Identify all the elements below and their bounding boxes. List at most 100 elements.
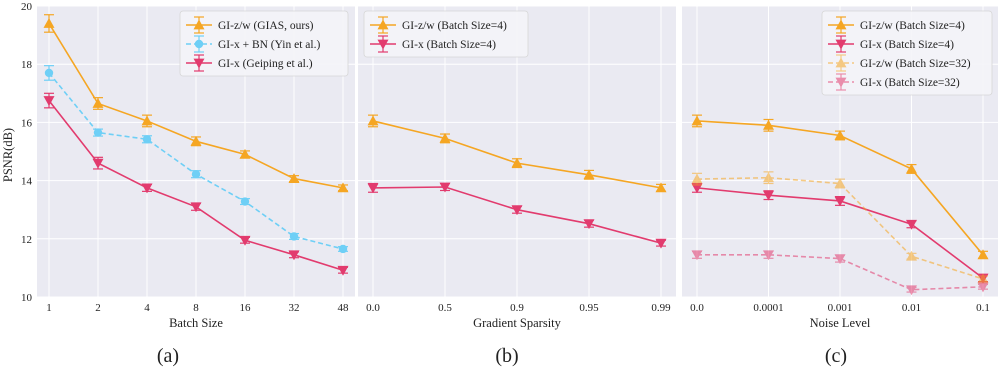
data-point: [763, 190, 774, 201]
data-point: [190, 135, 202, 146]
data-point: [977, 282, 989, 293]
panel-3: 0.0 0.0001 0.001 0.01 0.1 Noise Level GI-z/w (…: [682, 5, 998, 367]
legend-entry: [828, 73, 854, 91]
x-tick-label: 2: [95, 302, 101, 314]
legend-label: GI-z/w (Batch Size=4): [402, 20, 507, 32]
x-tick-label: 0.99: [651, 302, 671, 314]
legend-marker: [193, 58, 205, 69]
legend: GI-z/w (Batch Size=4) GI-x (Batch Size=4)…: [821, 10, 993, 96]
data-point: [763, 119, 774, 130]
data-point: [190, 202, 202, 213]
legend: GI-z/w (Batch Size=4) GI-x (Batch Size=4): [363, 10, 529, 58]
legend-box: [821, 10, 993, 96]
legend-label: GI-x + BN (Yin et al.): [218, 39, 320, 51]
legend-entry: [186, 16, 212, 34]
data-point: [337, 265, 349, 276]
series-1: [691, 114, 989, 260]
data-point: [655, 238, 667, 249]
legend-label: GI-x (Batch Size=4): [402, 39, 496, 51]
x-tick-label: 0.1: [976, 302, 990, 314]
data-point: [142, 135, 152, 144]
legend-marker: [377, 39, 389, 50]
panel-label: (b): [495, 345, 518, 367]
x-tick-label: 0.01: [902, 302, 921, 314]
legend-entry: [828, 54, 854, 72]
data-point: [92, 97, 104, 108]
panel-label: (c): [825, 345, 847, 367]
data-point: [691, 250, 703, 261]
data-point: [92, 158, 104, 169]
legend-marker: [193, 19, 205, 30]
data-point: [439, 132, 451, 143]
series-2: [44, 65, 348, 254]
x-tick-label: 0.5: [438, 302, 452, 314]
y-axis-label: PSNR(dB): [1, 128, 15, 182]
legend-marker: [835, 57, 847, 68]
x-tick-label: 1: [46, 302, 52, 314]
series-1: [367, 114, 667, 193]
data-point: [977, 273, 989, 284]
legend: GI-z/w (GIAS, ours) GI-x + BN (Yin et al.…: [179, 10, 349, 77]
legend-entry: [828, 16, 854, 34]
legend-label: GI-x (Batch Size=32): [860, 77, 960, 89]
legend-box: [179, 10, 349, 77]
data-point: [906, 163, 917, 174]
legend-marker: [194, 39, 204, 49]
data-point: [511, 205, 523, 216]
data-point: [691, 115, 703, 126]
y-tick-label: 14: [21, 176, 33, 188]
panel-label: (a): [157, 345, 179, 367]
data-point: [834, 254, 846, 265]
series-2: [367, 182, 667, 249]
x-tick-label: 4: [144, 302, 150, 314]
legend-marker: [377, 19, 389, 30]
data-point: [583, 219, 595, 230]
data-point: [240, 197, 250, 206]
data-point: [763, 250, 774, 261]
data-point: [511, 157, 523, 168]
y-tick-label: 16: [21, 117, 33, 129]
legend-entry: [370, 35, 396, 53]
legend-marker: [835, 77, 847, 88]
y-tick-label: 20: [21, 1, 33, 13]
legend-label: GI-x (Batch Size=4): [860, 39, 954, 51]
legend-entry: [186, 35, 212, 53]
data-point: [288, 250, 300, 261]
legend-box: [363, 10, 529, 58]
series-4: [691, 250, 989, 296]
series-1: [43, 14, 349, 193]
data-point: [691, 183, 703, 194]
x-tick-label: 16: [240, 302, 252, 314]
data-point: [43, 17, 55, 28]
data-point: [906, 250, 917, 261]
x-tick-label: 0.0: [366, 302, 380, 314]
x-axis-label: Noise Level: [810, 316, 871, 330]
series-3: [691, 171, 989, 284]
x-axis-label: Batch Size: [169, 316, 223, 330]
x-tick-label: 0.0001: [753, 302, 783, 314]
x-tick-label: 0.9: [510, 302, 524, 314]
series-line: [697, 254, 984, 291]
data-point: [141, 115, 153, 126]
data-point: [239, 148, 251, 159]
data-point: [834, 196, 846, 207]
legend-label: GI-z/w (GIAS, ours): [218, 20, 314, 32]
legend-entry: [370, 16, 396, 34]
x-tick-label: 48: [338, 302, 350, 314]
x-axis-label: Gradient Sparsity: [473, 316, 562, 330]
data-point: [439, 182, 451, 193]
data-point: [337, 182, 349, 193]
x-tick-label: 0.0: [690, 302, 704, 314]
data-point: [367, 115, 379, 126]
legend-entry: [828, 35, 854, 53]
x-tick-label: 0.95: [579, 302, 599, 314]
data-point: [906, 285, 917, 296]
data-point: [834, 178, 846, 188]
data-point: [977, 249, 989, 260]
data-point: [239, 235, 251, 246]
y-tick-label: 18: [21, 59, 33, 71]
legend-marker: [835, 39, 847, 50]
data-point: [141, 183, 153, 194]
